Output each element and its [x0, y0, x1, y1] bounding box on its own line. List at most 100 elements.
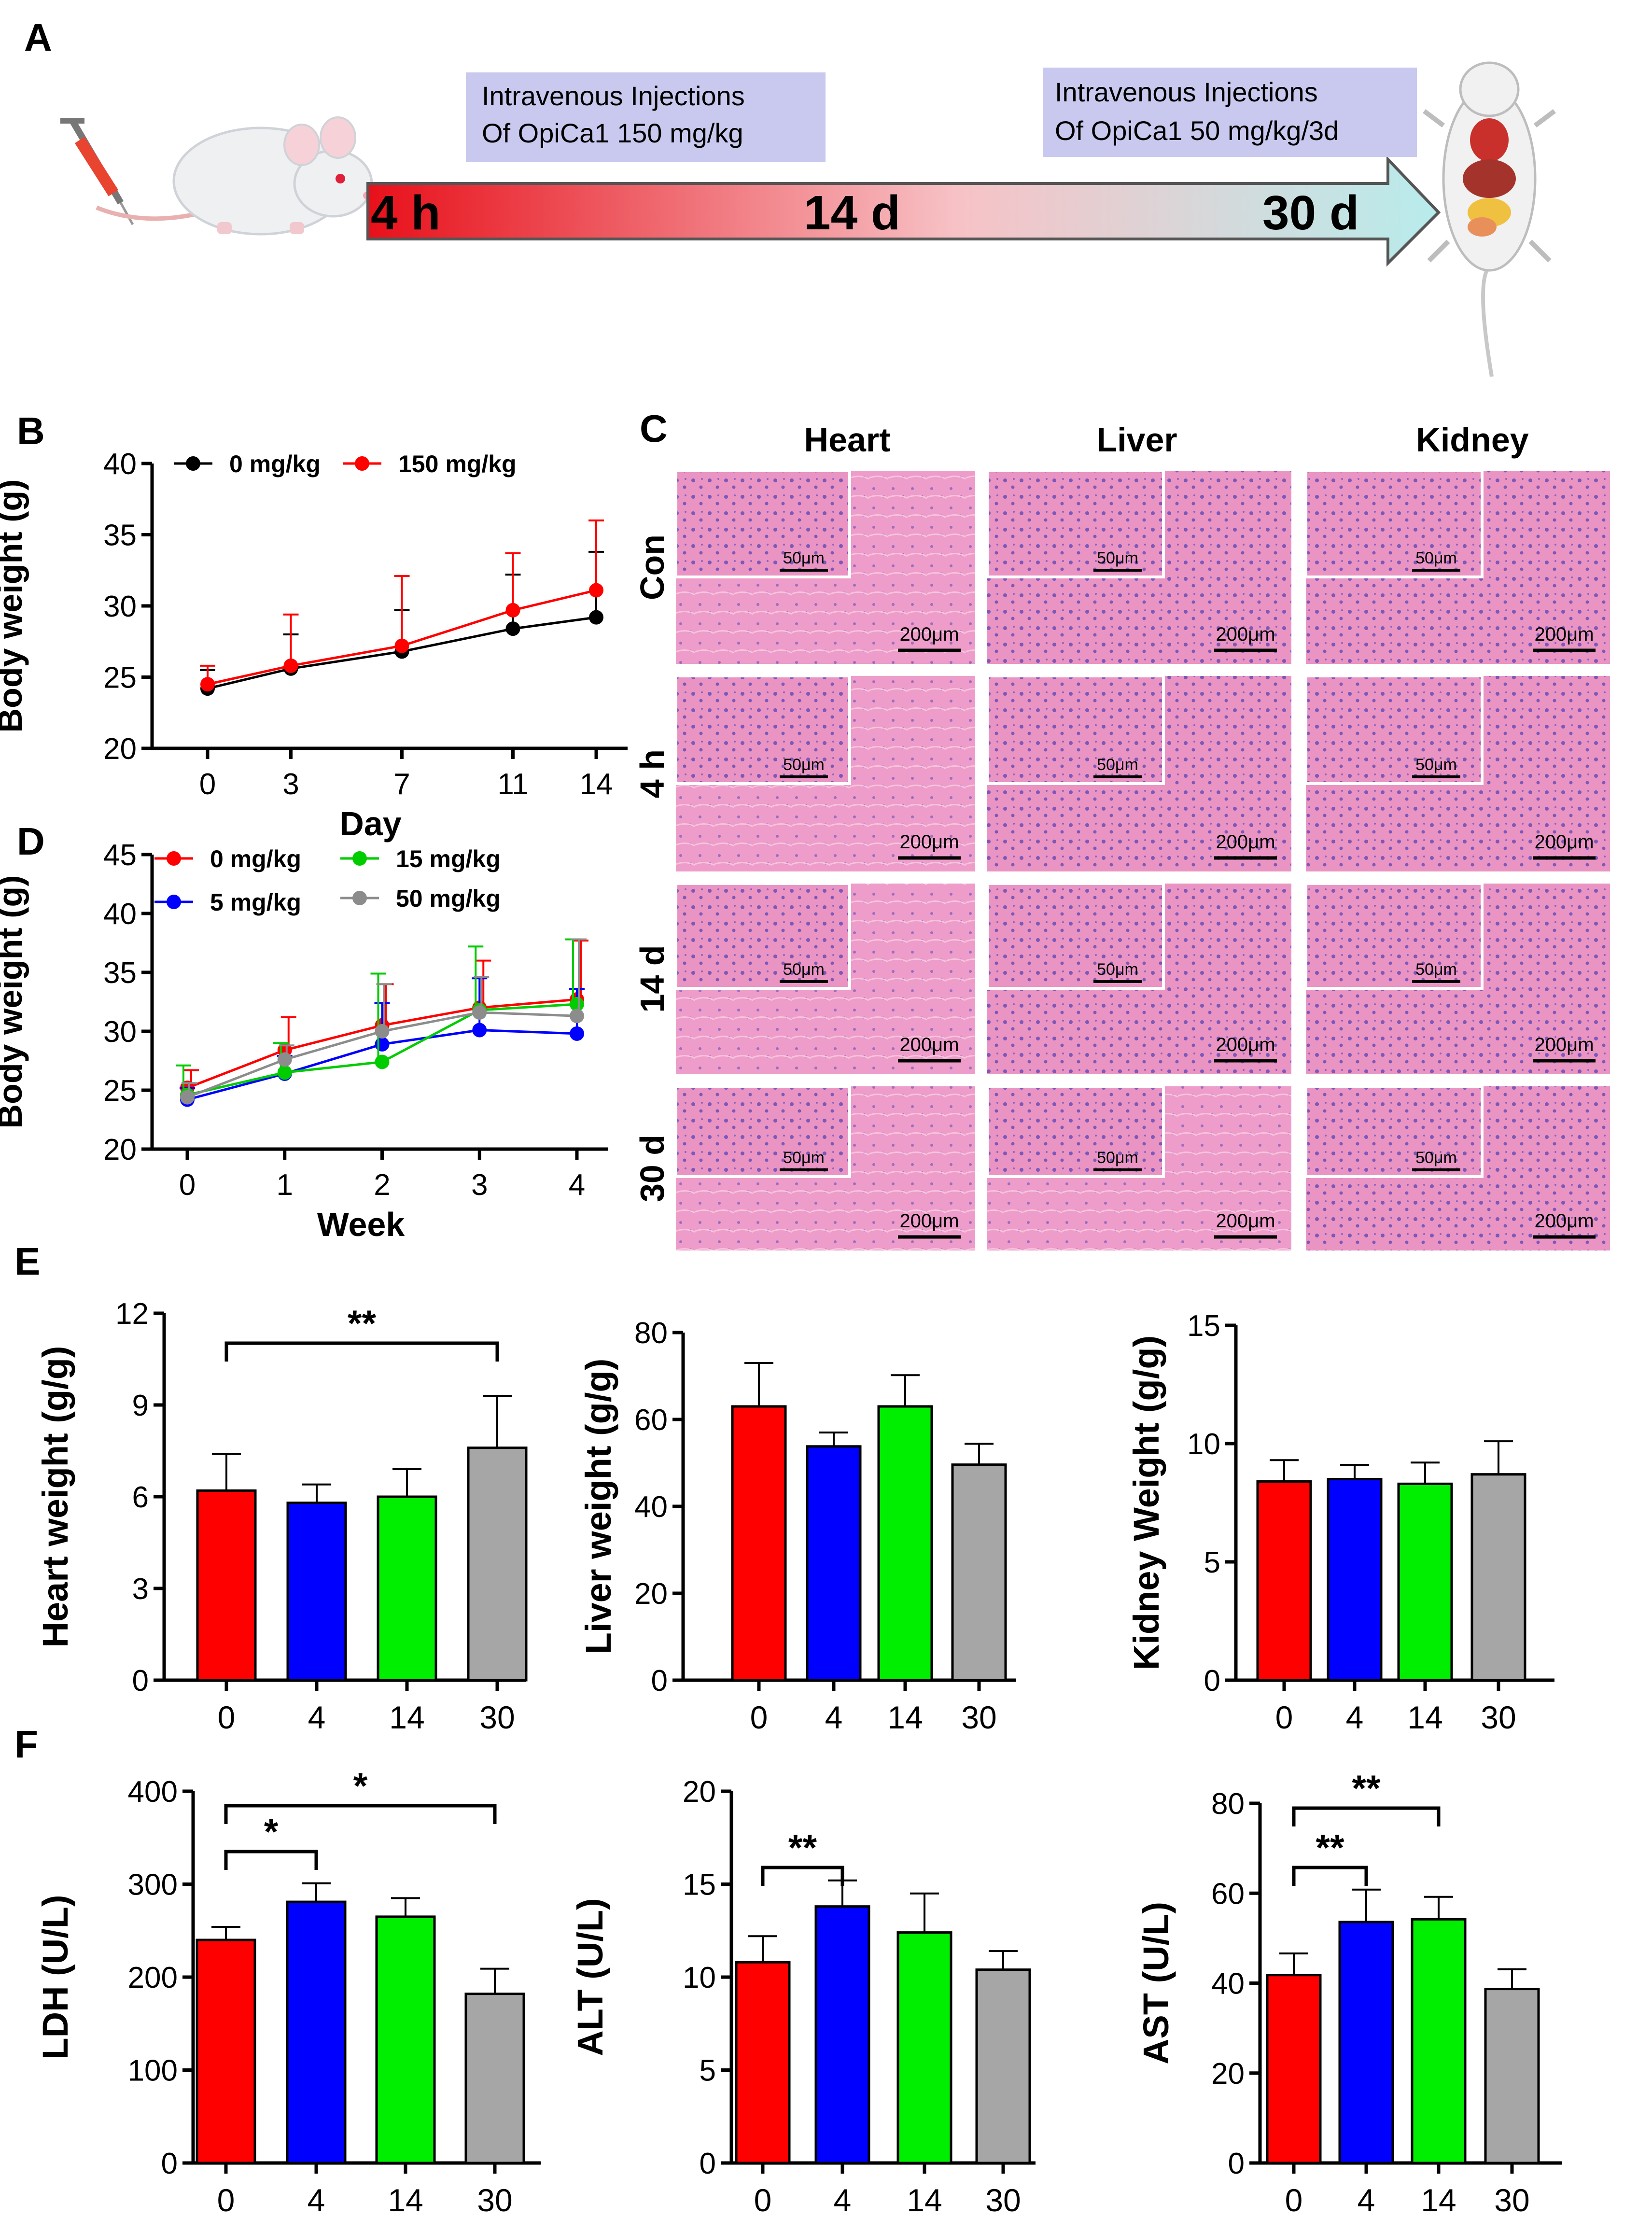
legend-marker: [186, 456, 200, 471]
significance-label: *: [353, 1766, 368, 1807]
scale-label-50um: 50μm: [1415, 960, 1457, 979]
y-axis-label: LDH (U/L): [35, 1895, 75, 2059]
data-point: [570, 997, 584, 1011]
x-tick-label: 3: [282, 768, 299, 801]
bar: [735, 1961, 791, 2164]
x-tick-label: 14: [1407, 1699, 1442, 1735]
panel-label-f: F: [14, 1723, 38, 1766]
y-tick-label: 200: [128, 1961, 178, 1994]
x-tick-label: 4: [569, 1168, 585, 1202]
injection-box-2-line-2: Of OpiCa1 50 mg/kg/3d: [1055, 115, 1339, 146]
bar: [1266, 1974, 1322, 2164]
scale-label-200um: 200μm: [899, 1034, 959, 1055]
panel-a: A 4 h 14 d 30 d Intravenous: [24, 16, 1556, 377]
scale-label-50um: 50μm: [1097, 756, 1138, 774]
y-tick-label: 0: [1228, 2147, 1245, 2180]
bar: [975, 1968, 1031, 2164]
data-point: [283, 658, 298, 673]
legend-label: 50 mg/kg: [396, 885, 501, 912]
y-tick-label: 5: [700, 2054, 716, 2088]
chart-d: 20 25 30 35 40 45 0 1 2 3 4 Week Body weight (g) 0 mg…: [0, 839, 608, 1243]
injection-box-1-line-1: Intravenous Injections: [482, 81, 745, 111]
y-tick-label: 100: [128, 2054, 178, 2088]
histology-row-label: 30 d: [633, 1135, 671, 1202]
y-tick-label: 35: [103, 519, 137, 552]
bar: [1411, 1918, 1467, 2164]
scale-label-200um: 200μm: [1534, 831, 1594, 853]
data-point: [589, 583, 603, 598]
y-tick-label: 9: [132, 1389, 149, 1422]
scale-label-50um: 50μm: [783, 1149, 825, 1167]
y-tick-label: 12: [115, 1297, 149, 1331]
scale-label-200um: 200μm: [1216, 624, 1275, 645]
scale-label-50um: 50μm: [1097, 960, 1138, 979]
y-tick-label: 30: [103, 590, 137, 623]
legend-label: 150 mg/kg: [398, 450, 517, 477]
histology-row-label: Con: [633, 534, 671, 600]
histology-inset: [674, 674, 851, 785]
x-tick-label: 4: [825, 1699, 843, 1735]
y-tick-label: 10: [1187, 1428, 1220, 1461]
legend-marker: [355, 456, 369, 471]
y-tick-label: 35: [103, 956, 137, 990]
bar: [951, 1463, 1007, 1682]
bar: [286, 1900, 347, 2164]
injection-box-2: [1043, 68, 1417, 157]
x-tick-label: 14: [580, 768, 613, 801]
x-tick-label: 11: [497, 768, 528, 801]
x-tick-label: 14: [388, 2182, 423, 2218]
chart-b: 20 25 30 35 40 0 3 7 11 14 Day Body weight (g) 0 mg/…: [0, 448, 628, 843]
histology-inset: [674, 1085, 851, 1178]
bar: [806, 1445, 862, 1682]
histology-inset: [986, 1085, 1165, 1178]
x-tick-label: 0: [1285, 2182, 1303, 2218]
chart-e-kidney: 0 5 10 15 0 4 14 30 Kidney Weight (g/g): [1126, 1309, 1554, 1735]
x-tick-label: 7: [393, 768, 410, 801]
x-axis-label: Day: [339, 805, 401, 843]
data-point: [277, 1065, 292, 1080]
y-tick-label: 0: [1204, 1664, 1220, 1698]
significance-bracket: [1292, 1866, 1368, 1886]
y-tick-label: 15: [683, 1868, 716, 1902]
chart-f-ast: 0 20 40 60 80 0 4 14 30 AST (U/L) ****: [1136, 1768, 1562, 2218]
scale-label-200um: 200μm: [1534, 1034, 1594, 1055]
y-tick-label: 5: [1204, 1546, 1220, 1579]
x-tick-label: 4: [308, 1699, 326, 1735]
histology-row-label: 4 h: [633, 749, 671, 798]
y-tick-label: 20: [683, 1775, 716, 1809]
histology-row-label: 14 d: [633, 945, 671, 1012]
data-point: [375, 1037, 390, 1052]
syringe-icon: [60, 118, 134, 225]
data-point: [570, 1009, 584, 1024]
data-point: [375, 1024, 390, 1039]
y-tick-label: 20: [1211, 2057, 1245, 2091]
bar: [1470, 1473, 1526, 1682]
histology-inset: [1304, 469, 1484, 578]
bar: [375, 1915, 436, 2164]
y-tick-label: 0: [700, 2147, 716, 2180]
y-tick-label: 40: [1211, 1967, 1245, 2001]
y-axis-label: AST (U/L): [1136, 1902, 1176, 2064]
chart-e-heart: 0 3 6 9 12 0 4 14 30 Heart weight (g/g) **: [35, 1297, 528, 1735]
x-tick-label: 4: [308, 2182, 325, 2218]
scale-label-200um: 200μm: [1216, 1034, 1275, 1055]
x-tick-label: 4: [1358, 2182, 1375, 2218]
significance-bracket: [1292, 1806, 1441, 1826]
panel-label-a: A: [24, 16, 52, 59]
legend-marker: [167, 895, 181, 909]
bar: [196, 1938, 256, 2164]
bar: [1327, 1478, 1383, 1682]
significance-label: **: [1316, 1827, 1344, 1868]
significance-label: **: [1352, 1768, 1381, 1809]
bar: [1484, 1988, 1540, 2164]
histology-inset: [1304, 1085, 1484, 1178]
panel-label-b: B: [17, 409, 45, 452]
y-tick-label: 25: [103, 1074, 137, 1108]
y-tick-label: 80: [1211, 1787, 1245, 1821]
legend-marker: [167, 851, 181, 866]
injection-box-1-line-2: Of OpiCa1 150 mg/kg: [482, 118, 743, 148]
scale-label-50um: 50μm: [1415, 1149, 1457, 1167]
x-tick-label: 30: [1481, 1699, 1516, 1735]
legend-marker: [352, 891, 367, 905]
